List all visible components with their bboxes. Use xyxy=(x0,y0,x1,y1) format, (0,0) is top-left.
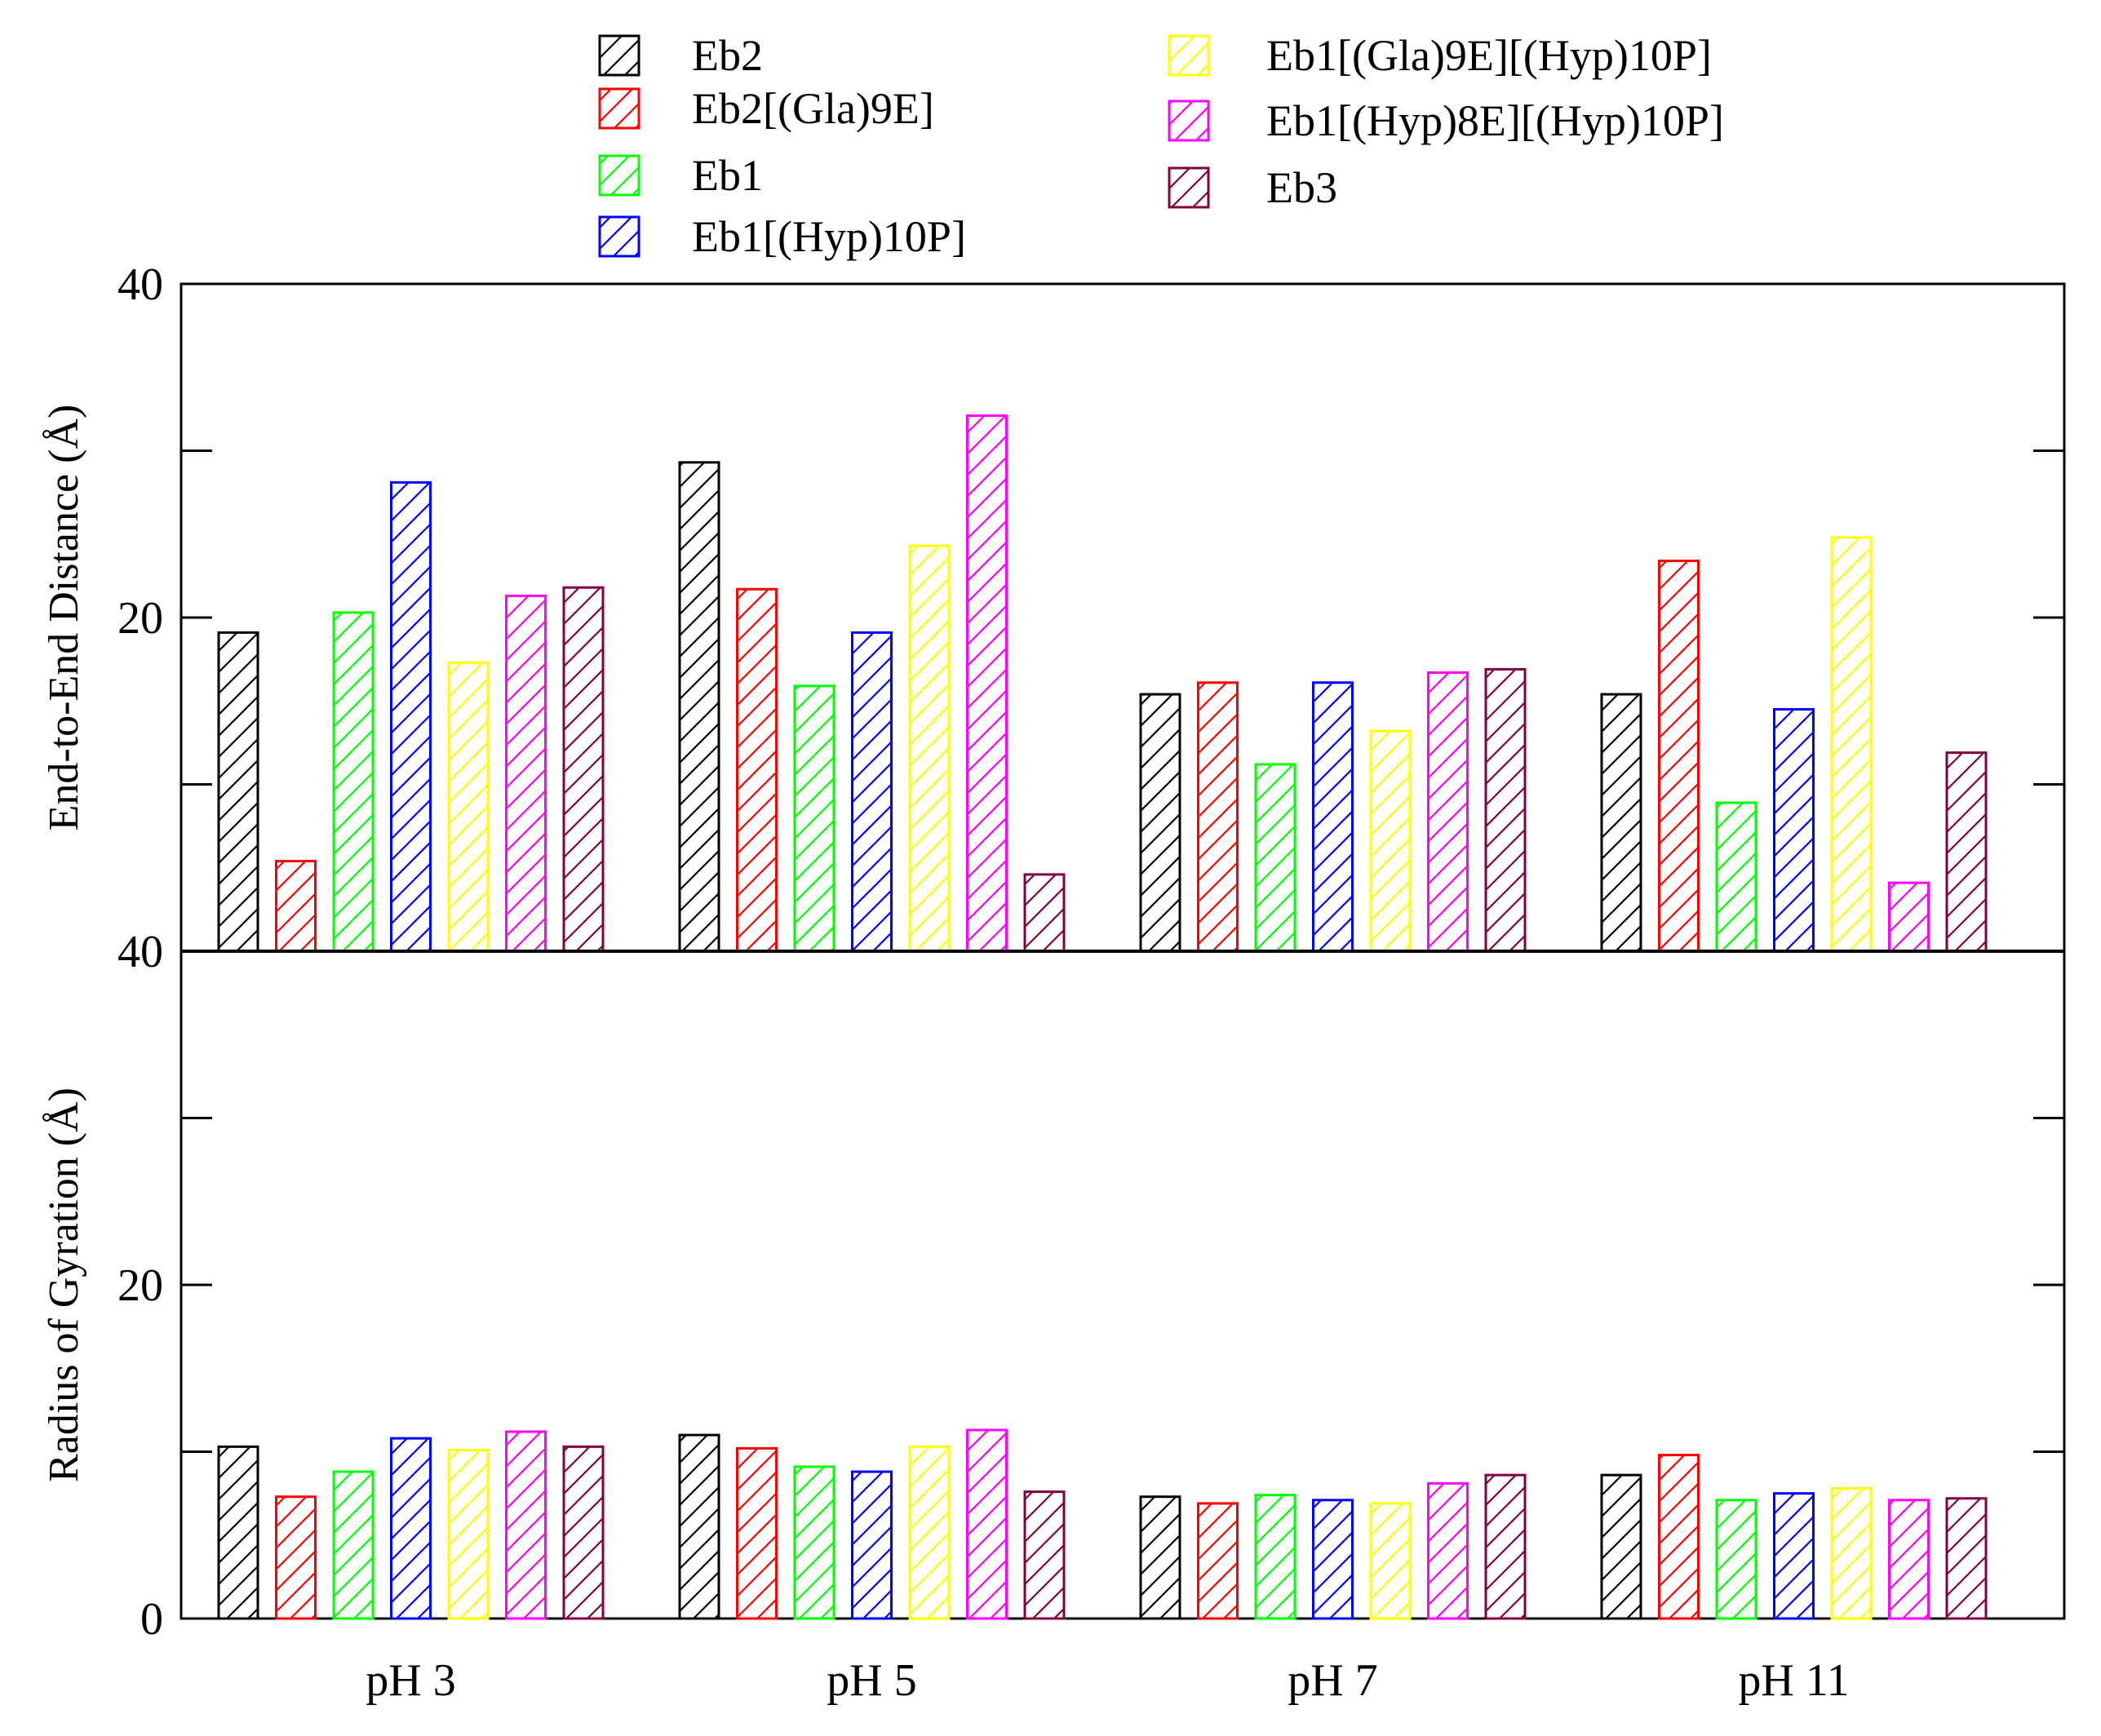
x-category-labels: pH 3 pH 5 pH 7 pH 11 xyxy=(366,1655,1849,1706)
bar-ph-3-eb1-gla-9e-hyp-10p xyxy=(447,661,490,953)
bar-ph-7-eb2-gla-9e xyxy=(1197,681,1239,953)
bar-ph-7-eb3 xyxy=(1484,667,1527,953)
legend-item-eb1-hyp-8e-hyp-10p: Eb1[(Hyp)8E][(Hyp)10P] xyxy=(1168,96,1724,145)
y-tick-label: 0 xyxy=(140,1594,163,1645)
bar-ph-7-eb1 xyxy=(1254,763,1297,953)
bar-ph-11-eb1-hyp-10p xyxy=(1773,707,1815,953)
panel-end-to-end-distance: 40 20 End-to-End Distance (Å) xyxy=(41,259,2066,953)
bar-ph-7-eb1 xyxy=(1254,1494,1297,1620)
bar-ph-3-eb1-hyp-8e-hyp-10p xyxy=(505,594,547,953)
legend-item-eb2-gla-9e: Eb2[(Gla)9E] xyxy=(598,84,934,133)
bar-ph-7-eb2-gla-9e xyxy=(1197,1502,1239,1620)
bar-ph-3-eb2 xyxy=(217,631,259,953)
x-category-label: pH 11 xyxy=(1738,1655,1849,1706)
bar-ph-5-eb1 xyxy=(793,684,836,953)
legend-swatch xyxy=(598,34,640,77)
bar-ph-3-eb1 xyxy=(332,1470,375,1620)
bar-ph-7-eb1-hyp-8e-hyp-10p xyxy=(1427,1481,1469,1620)
plot-panels: 40 20 End-to-End Distance (Å) 40 20 0 Radius o… xyxy=(41,259,2066,1645)
bar-ph-7-eb3 xyxy=(1484,1473,1527,1620)
bar-ph-11-eb2-gla-9e xyxy=(1658,1454,1700,1620)
bar-ph-5-eb1-hyp-8e-hyp-10p xyxy=(966,1428,1008,1620)
bar-ph-5-eb3 xyxy=(1023,873,1066,953)
bar-ph-5-eb1 xyxy=(793,1465,836,1620)
bar-ph-11-eb1-gla-9e-hyp-10p xyxy=(1830,536,1873,953)
legend-item-eb1-hyp-10p: Eb1[(Hyp)10P] xyxy=(598,212,966,261)
y-tick-label: 20 xyxy=(117,593,163,644)
bar-ph-5-eb1-hyp-10p xyxy=(851,1470,893,1620)
bar-ph-5-eb1-gla-9e-hyp-10p xyxy=(908,1445,951,1620)
bar-ph-5-eb1-hyp-10p xyxy=(851,631,893,953)
y-axis-title: Radius of Gyration (Å) xyxy=(41,1087,87,1482)
legend-item-eb1-gla-9e-hyp-10p: Eb1[(Gla)9E][(Hyp)10P] xyxy=(1168,31,1712,80)
legend-swatch xyxy=(598,215,640,258)
bar-ph-11-eb1-hyp-8e-hyp-10p xyxy=(1888,881,1930,953)
bar-ph-11-eb2-gla-9e xyxy=(1658,559,1700,953)
bar-ph-7-eb1-hyp-10p xyxy=(1312,681,1354,953)
bar-ph-5-eb1-gla-9e-hyp-10p xyxy=(908,544,951,953)
bar-ph-5-eb1-hyp-8e-hyp-10p xyxy=(966,414,1008,953)
y-tick-label: 40 xyxy=(117,927,163,977)
legend-label: Eb1 xyxy=(692,151,763,200)
bar-ph-3-eb3 xyxy=(562,1445,605,1620)
legend-label: Eb1[(Hyp)8E][(Hyp)10P] xyxy=(1266,96,1724,145)
legend-label: Eb1[(Gla)9E][(Hyp)10P] xyxy=(1266,31,1712,80)
legend-item-eb1: Eb1 xyxy=(598,151,763,200)
bar-ph-3-eb2 xyxy=(217,1445,259,1620)
legend-label: Eb3 xyxy=(1266,163,1337,212)
bar-ph-5-eb2-gla-9e xyxy=(736,587,778,953)
legend-item-eb2: Eb2 xyxy=(598,31,763,80)
bar-ph-3-eb1 xyxy=(332,611,375,953)
bar-ph-3-eb2-gla-9e xyxy=(275,1495,317,1620)
bar-ph-11-eb1 xyxy=(1715,801,1757,953)
bar-ph-7-eb1-gla-9e-hyp-10p xyxy=(1369,1502,1412,1620)
bar-ph-11-eb3 xyxy=(1945,1497,1988,1620)
legend-swatch xyxy=(598,87,640,130)
bar-ph-7-eb1-hyp-8e-hyp-10p xyxy=(1427,671,1469,953)
bar-ph-7-eb1-hyp-10p xyxy=(1312,1499,1354,1620)
x-category-label: pH 5 xyxy=(827,1655,916,1706)
bar-ph-5-eb2 xyxy=(678,1433,720,1620)
panel-radius-of-gyration: 40 20 0 Radius of Gyration (Å) xyxy=(41,927,2066,1645)
y-tick-label: 20 xyxy=(117,1260,163,1311)
legend-swatch xyxy=(598,154,640,197)
bar-ph-5-eb3 xyxy=(1023,1490,1066,1620)
legend-swatch xyxy=(1168,34,1210,77)
bar-ph-3-eb1-hyp-10p xyxy=(390,1437,432,1620)
bar-ph-7-eb2 xyxy=(1139,1495,1181,1620)
legend-swatch xyxy=(1168,166,1210,209)
bar-ph-7-eb2 xyxy=(1139,693,1181,953)
bar-ph-11-eb2 xyxy=(1600,693,1642,953)
bar-ph-7-eb1-gla-9e-hyp-10p xyxy=(1369,729,1412,953)
y-tick-label: 40 xyxy=(117,259,163,310)
bar-ph-11-eb1-gla-9e-hyp-10p xyxy=(1830,1486,1873,1620)
legend-label: Eb1[(Hyp)10P] xyxy=(692,212,966,261)
legend-label: Eb2 xyxy=(692,31,763,80)
legend-label: Eb2[(Gla)9E] xyxy=(692,84,934,133)
bar-ph-11-eb3 xyxy=(1945,751,1988,953)
bar-ph-11-eb1-hyp-10p xyxy=(1773,1492,1815,1620)
bar-ph-11-eb1-hyp-8e-hyp-10p xyxy=(1888,1499,1930,1620)
bar-ph-3-eb1-gla-9e-hyp-10p xyxy=(447,1448,490,1620)
x-category-label: pH 7 xyxy=(1288,1655,1377,1706)
legend-item-eb3: Eb3 xyxy=(1168,163,1337,212)
bar-ph-11-eb1 xyxy=(1715,1499,1757,1620)
bar-ph-3-eb1-hyp-10p xyxy=(390,480,432,953)
bar-ph-11-eb2 xyxy=(1600,1473,1642,1620)
bar-ph-5-eb2 xyxy=(678,461,720,953)
legend-swatch xyxy=(1168,100,1210,142)
bar-ph-3-eb1-hyp-8e-hyp-10p xyxy=(505,1430,547,1620)
bar-ph-3-eb2-gla-9e xyxy=(275,860,317,953)
bar-ph-3-eb3 xyxy=(562,586,605,953)
bar-ph-5-eb2-gla-9e xyxy=(736,1446,778,1620)
y-axis-title: End-to-End Distance (Å) xyxy=(41,405,87,831)
x-category-label: pH 3 xyxy=(366,1655,455,1706)
